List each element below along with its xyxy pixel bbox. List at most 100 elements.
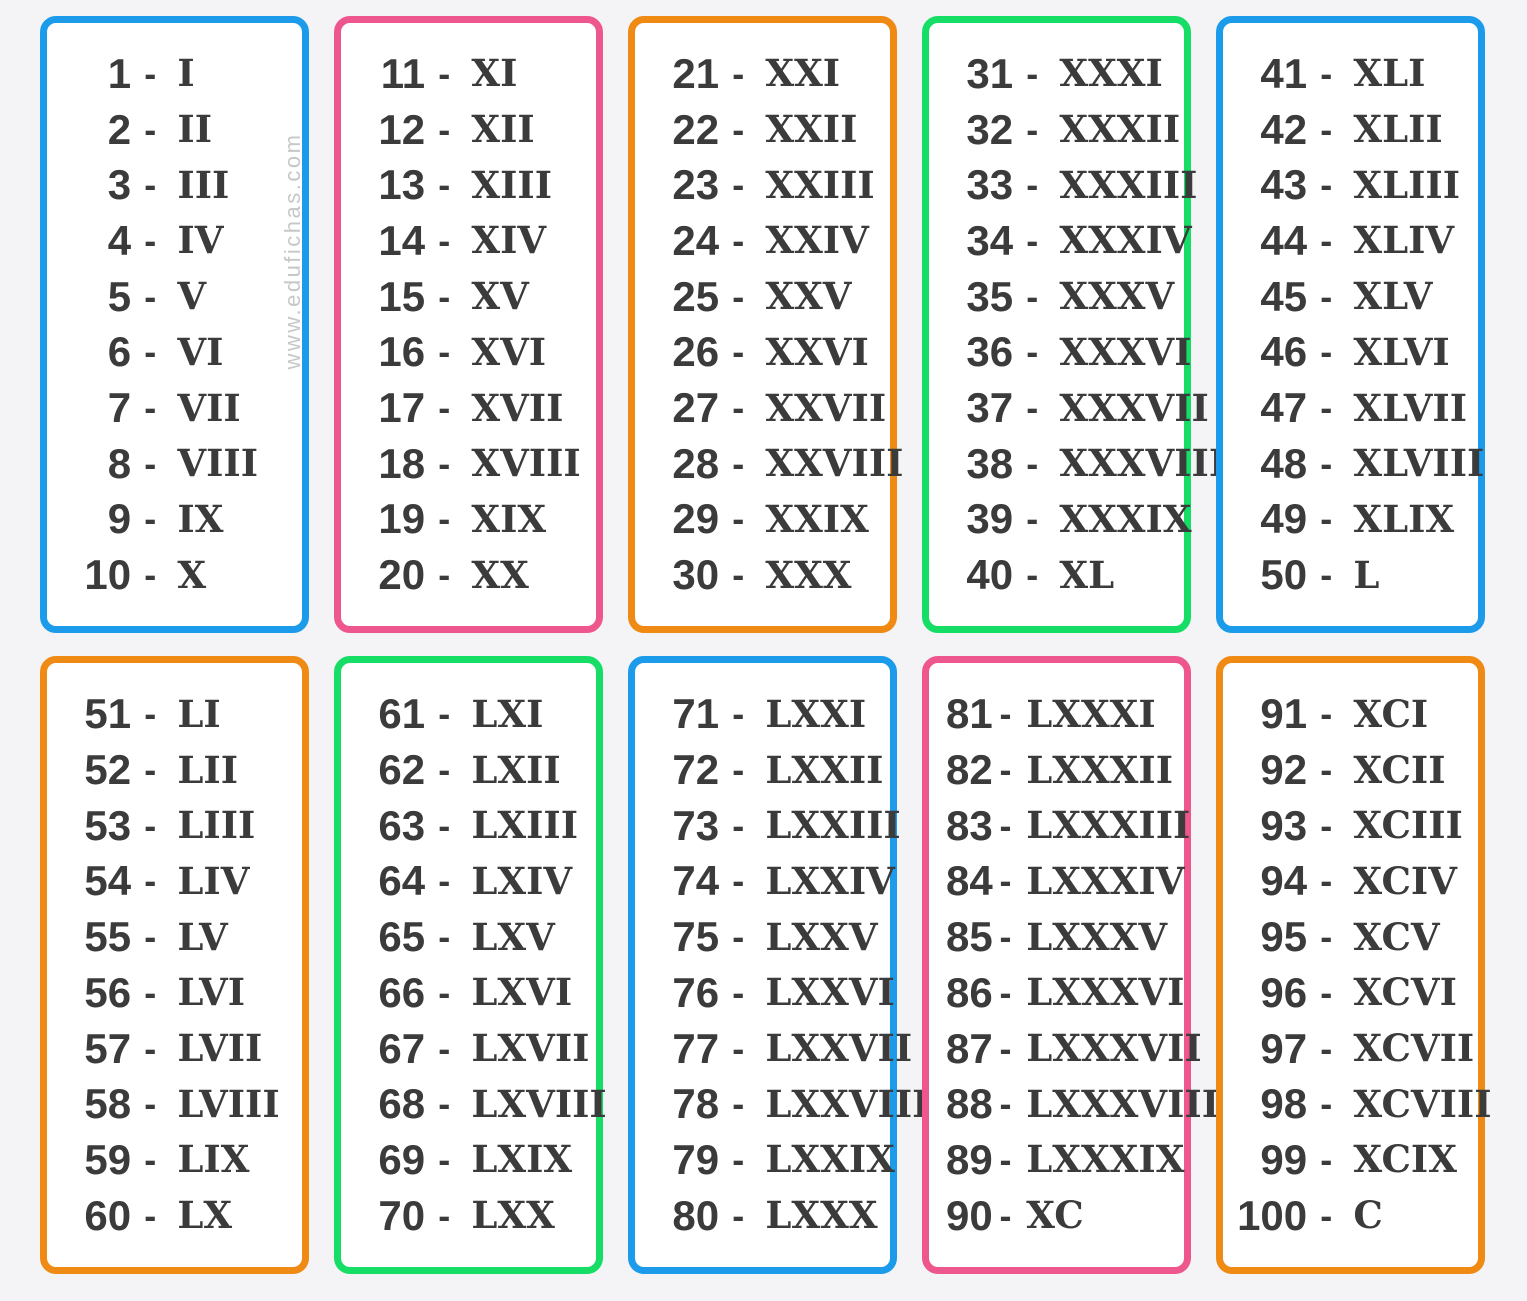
roman-numeral: LXVII <box>471 1026 590 1071</box>
roman-numeral: C <box>1353 1193 1383 1238</box>
dash-separator: - <box>999 860 1012 902</box>
numeral-row: 88 - LXXXVIII <box>929 1076 1220 1132</box>
roman-numeral: LXXVIII <box>765 1081 930 1126</box>
dash-separator: - <box>1320 749 1333 791</box>
arabic-number: 4 <box>107 216 132 264</box>
numeral-row: 11 - XI <box>341 46 596 102</box>
dash-separator: - <box>144 804 157 846</box>
dash-separator: - <box>144 1027 157 1069</box>
numerals-box-61-70: 61 - LXI 62 - LXII 63 - LXIII 64 - LXIV … <box>334 656 607 1274</box>
numeral-row: 38 - XXXVIII <box>929 436 1226 492</box>
roman-numeral: LXXXI <box>1026 691 1156 736</box>
roman-numeral: XXII <box>765 107 858 152</box>
numeral-row: 3 - III <box>47 157 302 213</box>
roman-numeral: XII <box>471 107 535 152</box>
arabic-number: 93 <box>1260 801 1308 849</box>
numeral-row: 43 - XLIII <box>1223 157 1478 213</box>
roman-numeral: LXXI <box>765 691 867 736</box>
dash-separator: - <box>144 498 157 540</box>
numeral-row: 19 - XIX <box>341 492 596 548</box>
dash-separator: - <box>999 1194 1012 1236</box>
arabic-number: 32 <box>966 105 1014 153</box>
arabic-number: 63 <box>378 801 426 849</box>
roman-numeral: LXXXVIII <box>1026 1081 1220 1126</box>
dash-separator: - <box>1320 164 1333 206</box>
arabic-number: 76 <box>672 968 720 1016</box>
numeral-row: 33 - XXXIII <box>929 157 1197 213</box>
roman-numeral: XXIII <box>765 162 875 207</box>
numeral-row: 23 - XXIII <box>635 157 890 213</box>
numeral-row: 82 - LXXXII <box>929 742 1184 798</box>
dash-separator: - <box>999 916 1012 958</box>
numeral-row: 22 - XXII <box>635 102 890 158</box>
arabic-number: 64 <box>378 857 426 905</box>
numeral-row: 87 - LXXXVII <box>929 1021 1202 1077</box>
arabic-number: 56 <box>84 968 132 1016</box>
dash-separator: - <box>999 804 1012 846</box>
dash-separator: - <box>438 331 451 373</box>
numeral-row: 100 - C <box>1223 1188 1478 1244</box>
dash-separator: - <box>438 1027 451 1069</box>
roman-numeral: LXXII <box>765 747 884 792</box>
numeral-row: 98 - XCVIII <box>1223 1076 1491 1132</box>
roman-numeral: XCVI <box>1353 970 1457 1015</box>
dash-separator: - <box>1026 52 1039 94</box>
dash-separator: - <box>438 693 451 735</box>
numeral-row: 46 - XLVI <box>1223 325 1478 381</box>
arabic-number: 39 <box>966 495 1014 543</box>
roman-numeral: XLIV <box>1353 218 1455 263</box>
arabic-number: 83 <box>946 801 993 849</box>
arabic-number: 36 <box>966 328 1014 376</box>
arabic-number: 43 <box>1260 161 1308 209</box>
roman-numeral: LVI <box>177 970 246 1015</box>
numeral-row: 78 - LXXVIII <box>635 1076 930 1132</box>
numeral-row: 4 - IV <box>47 213 302 269</box>
roman-numeral: LXXXV <box>1026 914 1168 959</box>
dash-separator: - <box>144 1138 157 1180</box>
roman-numeral: XXIV <box>765 218 869 263</box>
arabic-number: 44 <box>1260 216 1308 264</box>
arabic-number: 52 <box>84 746 132 794</box>
arabic-number: 42 <box>1260 105 1308 153</box>
numeral-row: 59 - LIX <box>47 1132 302 1188</box>
roman-numeral: XI <box>471 51 518 96</box>
arabic-number: 46 <box>1260 328 1308 376</box>
arabic-number: 97 <box>1260 1024 1308 1072</box>
roman-numeral: X <box>177 552 207 597</box>
arabic-number: 66 <box>378 968 426 1016</box>
arabic-number: 23 <box>672 161 720 209</box>
dash-separator: - <box>732 52 745 94</box>
dash-separator: - <box>144 108 157 150</box>
numeral-row: 36 - XXXVI <box>929 325 1191 381</box>
arabic-number: 38 <box>966 439 1014 487</box>
dash-separator: - <box>732 693 745 735</box>
numeral-row: 41 - XLI <box>1223 46 1478 102</box>
arabic-number: 26 <box>672 328 720 376</box>
roman-numeral: LXX <box>471 1193 555 1238</box>
roman-numeral: XLI <box>1353 51 1426 96</box>
arabic-number: 27 <box>672 384 720 432</box>
numerals-box-91-100: 91 - XCI 92 - XCII 93 - XCIII 94 - XCIV … <box>1216 656 1492 1274</box>
numeral-row: 72 - LXXII <box>635 742 890 798</box>
numerals-box-rows: 1 - I 2 - II 3 - III 4 - IV 5 - V 6 - VI… <box>47 46 302 603</box>
numerals-box-rows: 81 - LXXXI 82 - LXXXII 83 - LXXXIII 84 -… <box>929 687 1220 1244</box>
dash-separator: - <box>1026 275 1039 317</box>
dash-separator: - <box>732 971 745 1013</box>
numeral-row: 73 - LXXIII <box>635 798 900 854</box>
numeral-row: 29 - XXIX <box>635 492 890 548</box>
numerals-box-21-30: 21 - XXI 22 - XXII 23 - XXIII 24 - XXIV … <box>628 16 903 633</box>
roman-numeral: LXXXVII <box>1026 1026 1202 1071</box>
roman-numeral: XCV <box>1353 914 1440 959</box>
arabic-number: 55 <box>84 913 132 961</box>
dash-separator: - <box>732 749 745 791</box>
arabic-number: 65 <box>378 913 426 961</box>
dash-separator: - <box>1026 164 1039 206</box>
roman-numeral: LXVI <box>471 970 573 1015</box>
numerals-box-rows: 11 - XI 12 - XII 13 - XIII 14 - XIV 15 -… <box>341 46 596 603</box>
roman-numeral: LXI <box>471 691 544 736</box>
roman-numeral: LVII <box>177 1026 263 1071</box>
dash-separator: - <box>1320 916 1333 958</box>
roman-numeral: XXIX <box>765 496 869 541</box>
dash-separator: - <box>1320 693 1333 735</box>
numeral-row: 7 - VII <box>47 380 302 436</box>
